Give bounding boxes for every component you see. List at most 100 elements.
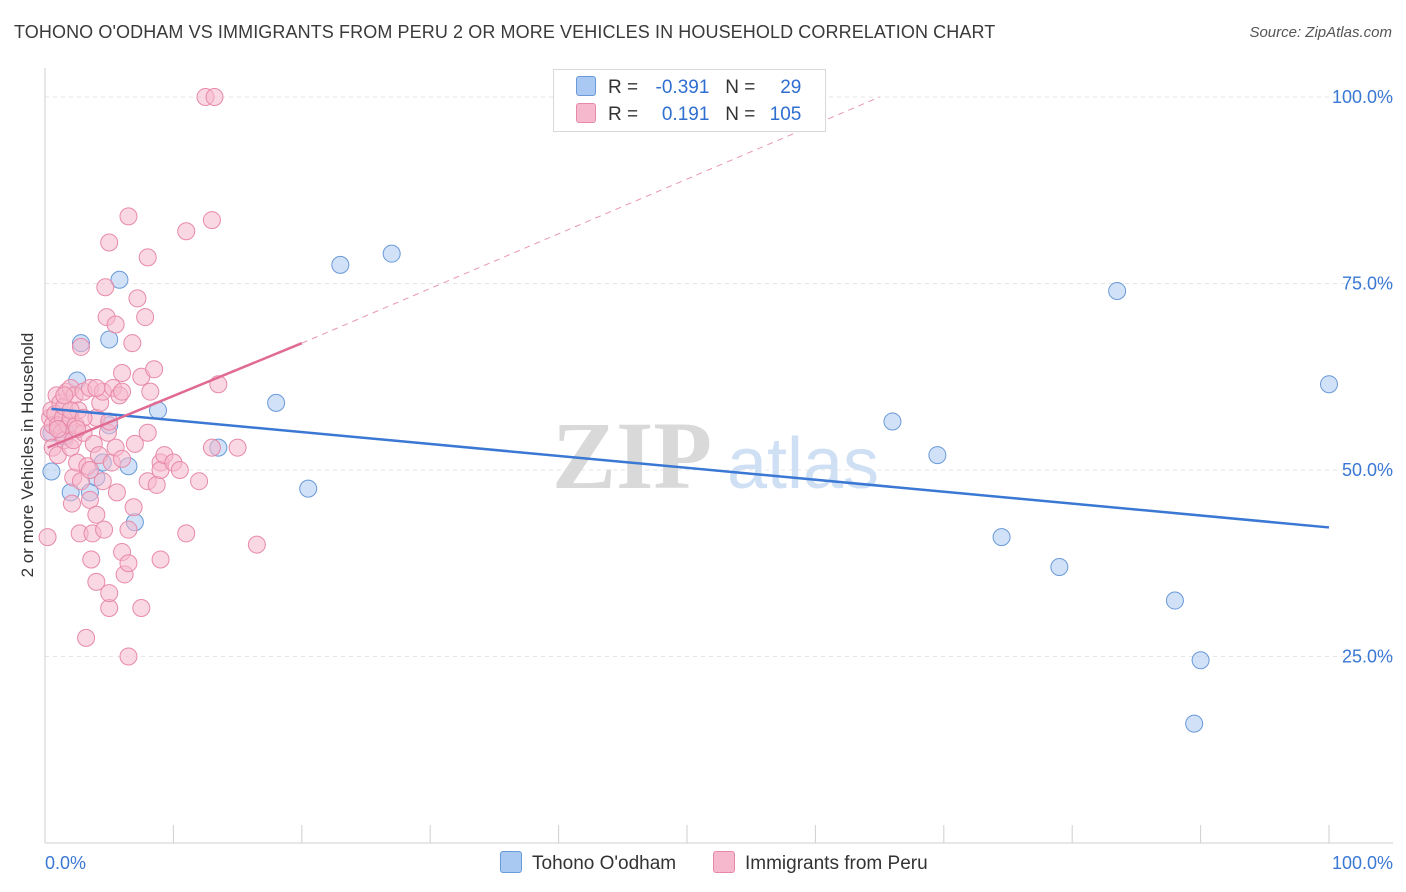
legend-r-value-peru: 0.191 [661, 104, 710, 125]
watermark-zip: ZIP [552, 402, 712, 509]
point-peru [205, 88, 224, 106]
point-peru [247, 535, 266, 554]
point-tohono [1108, 281, 1127, 300]
point-peru [77, 628, 96, 647]
legend-r-value-tohono: -0.391 [655, 77, 710, 98]
bottom-legend-swatch-peru [713, 851, 735, 873]
source-label: Source: ZipAtlas.com [1249, 24, 1392, 41]
point-tohono [267, 393, 286, 412]
point-peru [71, 337, 90, 356]
y-tick-label: 50.0% [1342, 460, 1393, 480]
point-tohono [42, 462, 61, 481]
trend-line-peru-extension [301, 96, 880, 344]
point-peru [151, 550, 170, 569]
bottom-legend-tohono: Tohono O'odham [500, 851, 676, 875]
point-peru [62, 494, 81, 513]
point-peru [48, 419, 67, 438]
gridlines [45, 96, 1393, 657]
point-tohono [1165, 591, 1184, 610]
point-peru [113, 382, 132, 401]
point-peru [113, 364, 132, 383]
point-peru [55, 386, 74, 405]
point-peru [123, 334, 142, 353]
legend-row-peru: R = 0.191 N = 105 [576, 103, 801, 125]
bottom-legend-label-peru: Immigrants from Peru [745, 853, 928, 874]
y-tick-label: 75.0% [1342, 274, 1393, 294]
legend-r-label: R = [608, 77, 639, 98]
legend-swatch-tohono [576, 76, 596, 96]
point-peru [228, 438, 247, 457]
point-peru [100, 584, 119, 603]
watermark: ZIP atlas [552, 402, 879, 509]
point-tohono [1050, 557, 1069, 576]
legend-n-value-peru: 105 [769, 104, 802, 125]
legend-n-label: N = [725, 104, 756, 125]
point-peru [124, 498, 143, 517]
axes [44, 68, 1393, 844]
point-peru [87, 505, 106, 524]
point-peru [125, 434, 144, 453]
point-peru [100, 233, 119, 252]
stats-legend: R = -0.391 N = 29 R = 0.191 N = 105 [553, 69, 826, 132]
point-tohono [883, 412, 902, 431]
point-peru [119, 647, 138, 666]
point-peru [177, 222, 196, 241]
point-peru [82, 550, 101, 569]
point-peru [119, 520, 138, 539]
trend-line-tohono [51, 407, 1330, 529]
point-tohono [382, 244, 401, 263]
point-tohono [1320, 375, 1338, 394]
point-tohono [299, 479, 318, 498]
trend-lines [47, 96, 1330, 529]
y-tick-label: 100.0% [1332, 87, 1393, 107]
bottom-legend-label-tohono: Tohono O'odham [532, 853, 677, 874]
point-peru [107, 483, 126, 502]
x-tick-label-right: 100.0% [1332, 853, 1393, 873]
watermark-atlas: atlas [727, 424, 879, 504]
legend-swatch-peru [576, 103, 596, 123]
point-peru [106, 315, 125, 334]
point-tohono [928, 446, 947, 465]
point-peru [93, 472, 112, 491]
bottom-legend-peru: Immigrants from Peru [713, 851, 928, 875]
point-peru [96, 278, 115, 297]
legend-n-value-tohono: 29 [780, 77, 802, 98]
point-tohono [110, 270, 129, 289]
point-peru [136, 308, 155, 327]
point-tohono [100, 330, 119, 349]
legend-r-label: R = [608, 104, 639, 125]
point-tohono [331, 255, 350, 274]
point-peru [128, 289, 147, 308]
point-peru [38, 528, 57, 547]
point-peru [141, 382, 160, 401]
trend-line-peru [47, 342, 303, 449]
point-peru [138, 248, 157, 267]
point-peru [202, 211, 221, 230]
point-peru [113, 449, 132, 468]
point-peru [190, 472, 209, 491]
point-peru [170, 461, 189, 479]
tick-labels: 100.0% 75.0% 50.0% 25.0% 0.0% 100.0% [45, 87, 1393, 873]
point-peru [95, 520, 114, 539]
chart-title: TOHONO O'ODHAM VS IMMIGRANTS FROM PERU 2… [14, 22, 996, 42]
point-peru [138, 423, 157, 442]
point-peru [119, 554, 138, 573]
point-peru [87, 572, 106, 591]
point-peru [119, 207, 138, 226]
point-peru [145, 360, 164, 379]
point-tohono [1185, 714, 1204, 733]
x-tick-label-left: 0.0% [45, 853, 86, 873]
bottom-legend-swatch-tohono [500, 851, 522, 873]
point-peru [80, 461, 99, 479]
y-tick-label: 25.0% [1342, 647, 1393, 667]
legend-n-label: N = [725, 77, 756, 98]
point-peru [202, 438, 221, 457]
point-peru [132, 599, 151, 618]
point-tohono [992, 528, 1011, 547]
legend-row-tohono: R = -0.391 N = 29 [576, 76, 801, 98]
point-tohono [1191, 651, 1210, 670]
point-peru [177, 524, 196, 543]
point-peru [80, 490, 99, 509]
point-peru [147, 475, 166, 494]
